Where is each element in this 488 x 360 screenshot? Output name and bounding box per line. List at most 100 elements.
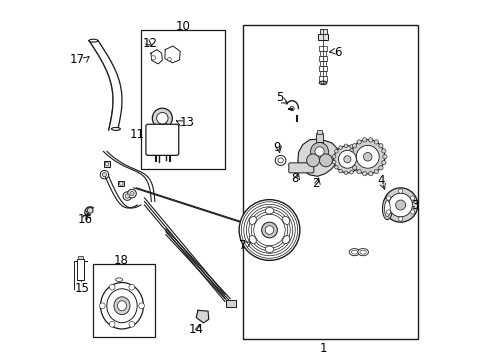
- Ellipse shape: [282, 235, 289, 244]
- Circle shape: [333, 146, 360, 173]
- Circle shape: [334, 166, 338, 169]
- Circle shape: [109, 284, 115, 290]
- Circle shape: [125, 194, 129, 198]
- Bar: [242, 24, 417, 339]
- Circle shape: [289, 107, 294, 111]
- Circle shape: [348, 155, 352, 159]
- Text: 2: 2: [311, 177, 319, 190]
- Polygon shape: [151, 50, 162, 64]
- Bar: [316, 130, 322, 134]
- Circle shape: [356, 170, 361, 174]
- Bar: [318, 57, 326, 62]
- Circle shape: [102, 172, 106, 177]
- Ellipse shape: [115, 278, 122, 282]
- Circle shape: [306, 154, 319, 167]
- Circle shape: [264, 226, 273, 234]
- Polygon shape: [123, 192, 131, 201]
- Text: 9: 9: [272, 141, 280, 154]
- Text: 7: 7: [239, 239, 246, 252]
- Ellipse shape: [264, 246, 273, 252]
- Text: 1: 1: [319, 342, 326, 355]
- Bar: [320, 71, 325, 76]
- Ellipse shape: [101, 283, 143, 329]
- Circle shape: [362, 138, 366, 142]
- Bar: [315, 133, 323, 142]
- Circle shape: [350, 140, 384, 174]
- Bar: [320, 51, 325, 57]
- Circle shape: [354, 147, 358, 151]
- Circle shape: [139, 303, 144, 309]
- Ellipse shape: [350, 250, 357, 254]
- Circle shape: [349, 149, 353, 153]
- Polygon shape: [297, 139, 340, 176]
- Circle shape: [344, 171, 347, 175]
- Circle shape: [319, 154, 332, 167]
- Circle shape: [109, 321, 115, 327]
- Bar: [319, 29, 326, 33]
- Text: 15: 15: [74, 283, 89, 296]
- Ellipse shape: [277, 158, 283, 163]
- Bar: [159, 117, 165, 128]
- Ellipse shape: [320, 82, 325, 84]
- Ellipse shape: [319, 81, 326, 85]
- Text: 4: 4: [376, 174, 384, 186]
- Ellipse shape: [357, 249, 367, 256]
- Bar: [320, 62, 325, 66]
- Bar: [225, 300, 236, 307]
- Ellipse shape: [382, 198, 391, 220]
- Circle shape: [349, 145, 353, 148]
- Circle shape: [338, 146, 342, 149]
- Circle shape: [352, 166, 356, 170]
- Circle shape: [410, 210, 414, 214]
- Polygon shape: [100, 170, 108, 179]
- Bar: [78, 256, 83, 259]
- Circle shape: [338, 150, 356, 168]
- Circle shape: [410, 196, 414, 200]
- Text: 14: 14: [188, 323, 203, 336]
- Ellipse shape: [111, 127, 120, 130]
- Text: 8: 8: [290, 172, 298, 185]
- Ellipse shape: [264, 207, 273, 214]
- Polygon shape: [196, 310, 208, 323]
- Circle shape: [398, 217, 402, 221]
- Circle shape: [381, 149, 385, 153]
- Circle shape: [239, 200, 299, 260]
- Circle shape: [105, 162, 108, 166]
- Ellipse shape: [249, 216, 256, 224]
- Circle shape: [334, 149, 338, 153]
- Ellipse shape: [384, 201, 389, 217]
- Circle shape: [338, 169, 342, 173]
- Circle shape: [152, 108, 172, 128]
- Circle shape: [343, 156, 350, 163]
- Circle shape: [398, 189, 402, 193]
- Circle shape: [357, 163, 361, 167]
- Circle shape: [352, 144, 356, 148]
- Text: 18: 18: [114, 254, 128, 267]
- Circle shape: [87, 207, 93, 213]
- Bar: [118, 181, 124, 186]
- FancyBboxPatch shape: [288, 163, 313, 173]
- Text: 5: 5: [276, 91, 284, 104]
- Circle shape: [349, 170, 353, 174]
- Circle shape: [310, 143, 328, 160]
- Circle shape: [127, 189, 136, 198]
- Circle shape: [151, 56, 155, 60]
- Ellipse shape: [275, 156, 285, 165]
- Circle shape: [373, 140, 378, 144]
- Circle shape: [119, 182, 123, 185]
- Text: 11: 11: [129, 128, 144, 141]
- Circle shape: [378, 144, 382, 148]
- Circle shape: [395, 200, 405, 210]
- Ellipse shape: [114, 297, 130, 315]
- Circle shape: [356, 145, 378, 168]
- Circle shape: [368, 138, 372, 142]
- Circle shape: [130, 192, 134, 196]
- Circle shape: [156, 112, 168, 124]
- Bar: [318, 76, 326, 81]
- Circle shape: [332, 155, 335, 158]
- Ellipse shape: [117, 301, 126, 311]
- Bar: [317, 33, 327, 40]
- Text: 17: 17: [70, 53, 84, 66]
- Bar: [141, 30, 224, 169]
- Ellipse shape: [106, 289, 137, 323]
